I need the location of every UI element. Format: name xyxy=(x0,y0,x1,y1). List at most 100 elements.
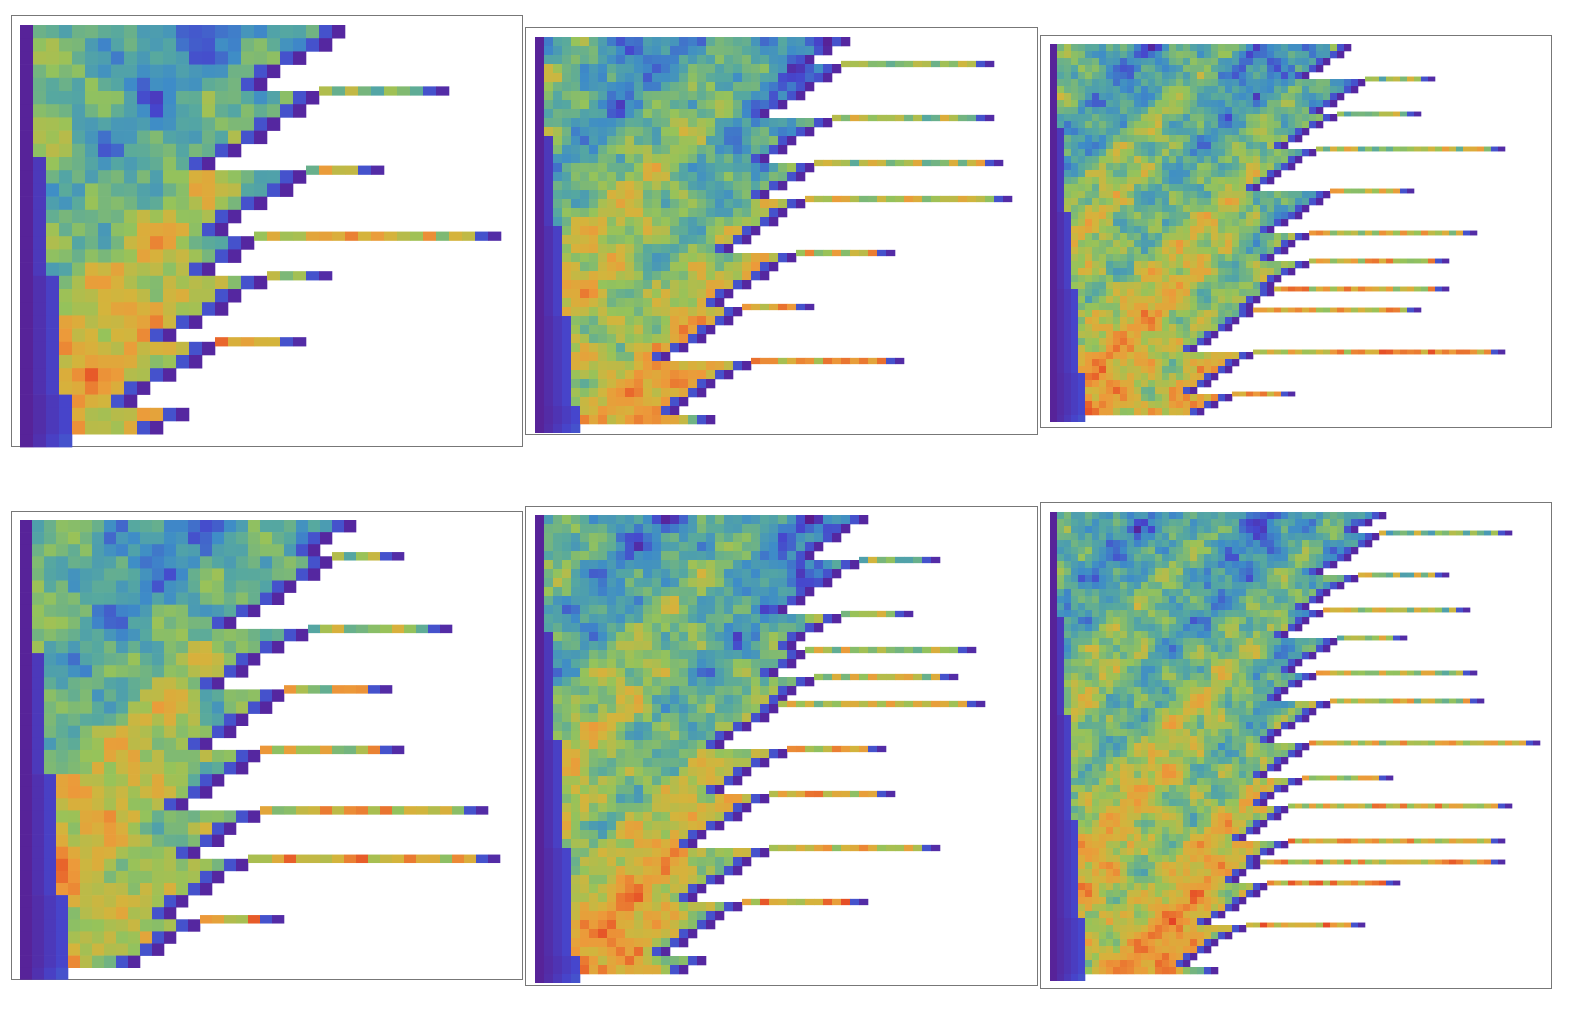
heatmap-cell xyxy=(1232,359,1240,367)
heatmap-cell xyxy=(1099,387,1107,395)
heatmap-cell xyxy=(697,55,707,65)
heatmap-cell xyxy=(254,104,268,118)
heatmap-cell xyxy=(697,217,707,227)
heatmap-cell xyxy=(706,55,716,65)
heatmap-cell xyxy=(1253,107,1261,115)
heatmap-cell xyxy=(1057,352,1065,360)
heatmap-tail xyxy=(760,303,770,311)
heatmap-cell xyxy=(1232,107,1240,115)
heatmap-cell xyxy=(562,109,572,119)
heatmap-cell xyxy=(1218,261,1226,269)
heatmap-cell xyxy=(98,289,112,303)
heatmap-cell xyxy=(1239,142,1247,150)
heatmap-cell xyxy=(697,388,707,398)
heatmap-cell xyxy=(598,163,608,173)
heatmap-tail xyxy=(296,685,309,694)
heatmap-cell xyxy=(46,196,60,211)
heatmap-cell xyxy=(580,82,590,92)
heatmap-cell xyxy=(111,183,125,197)
heatmap-cell xyxy=(163,38,177,52)
heatmap-cell xyxy=(1183,310,1191,318)
heatmap-cell xyxy=(1183,394,1191,402)
heatmap-cell xyxy=(56,858,69,872)
heatmap-cell xyxy=(1078,93,1086,101)
heatmap-cell xyxy=(634,181,644,191)
heatmap-cell xyxy=(670,217,680,227)
heatmap-cell xyxy=(607,605,617,615)
heatmap-cell xyxy=(643,307,653,317)
heatmap-cell xyxy=(724,37,734,47)
heatmap-cell xyxy=(44,810,57,823)
heatmap-cell xyxy=(150,91,164,105)
heatmap-cell xyxy=(1120,296,1128,304)
heatmap-cell xyxy=(1169,100,1177,108)
heatmap-cell xyxy=(1176,163,1184,171)
heatmap-cell xyxy=(1169,191,1177,199)
heatmap-cell xyxy=(706,533,716,543)
heatmap-cell xyxy=(20,183,34,197)
heatmap-cell xyxy=(661,515,671,525)
heatmap-cell xyxy=(164,907,177,920)
heatmap-cell xyxy=(1148,121,1156,129)
heatmap-cell xyxy=(1337,51,1345,59)
heatmap-cell xyxy=(1183,149,1191,157)
heatmap-cell xyxy=(85,38,99,52)
heatmap-cell xyxy=(224,713,237,726)
heatmap-cell xyxy=(1155,177,1163,185)
heatmap-cell xyxy=(751,172,761,182)
heatmap-tail xyxy=(488,854,501,864)
heatmap-cell xyxy=(98,209,112,224)
heatmap-cell xyxy=(796,64,806,74)
heatmap-cell xyxy=(1064,156,1072,164)
heatmap-cell xyxy=(598,605,608,615)
heatmap-cell xyxy=(589,379,599,389)
heatmap-cell xyxy=(1078,149,1086,157)
heatmap-tail xyxy=(464,854,477,864)
heatmap-cell xyxy=(1197,352,1205,360)
heatmap-cell xyxy=(589,569,599,579)
heatmap-cell xyxy=(1197,184,1205,192)
heatmap-cell xyxy=(1064,415,1072,422)
heatmap-cell xyxy=(254,51,268,65)
heatmap-cell xyxy=(128,943,141,956)
heatmap-cell xyxy=(724,82,734,92)
heatmap-cell xyxy=(571,415,581,425)
heatmap-cell xyxy=(200,883,213,896)
heatmap-cell xyxy=(92,544,105,557)
heatmap-tail xyxy=(1302,307,1310,313)
heatmap-cell xyxy=(589,253,599,263)
heatmap-cell xyxy=(1050,289,1058,297)
heatmap-cell xyxy=(1120,317,1128,325)
heatmap-cell xyxy=(1274,198,1282,206)
heatmap-cell xyxy=(1057,373,1065,381)
heatmap-tail xyxy=(344,745,357,755)
heatmap-cell xyxy=(1099,408,1107,416)
heatmap-cell xyxy=(164,544,177,557)
heatmap-cell xyxy=(1092,114,1100,122)
heatmap-cell xyxy=(20,725,33,739)
heatmap-tail xyxy=(841,114,851,122)
heatmap-cell xyxy=(1113,240,1121,248)
heatmap-cell xyxy=(1176,282,1184,290)
heatmap-cell xyxy=(733,307,743,317)
heatmap-cell xyxy=(742,280,752,290)
heatmap-cell xyxy=(1183,331,1191,339)
heatmap-cell xyxy=(46,381,60,395)
heatmap-tail xyxy=(769,357,779,365)
heatmap-cell xyxy=(248,592,261,605)
heatmap-cell xyxy=(1260,121,1268,129)
heatmap-cell xyxy=(697,73,707,83)
heatmap-cell xyxy=(137,421,151,435)
heatmap-cell xyxy=(1162,184,1170,192)
heatmap-cell xyxy=(1169,184,1177,192)
heatmap-cell xyxy=(1057,254,1065,262)
heatmap-cell xyxy=(553,316,563,326)
heatmap-cell xyxy=(679,235,689,245)
heatmap-cell xyxy=(1169,366,1177,374)
heatmap-cell xyxy=(1239,205,1247,213)
heatmap-cell xyxy=(1190,352,1198,360)
heatmap-cell xyxy=(188,641,201,654)
heatmap-cell xyxy=(832,560,842,570)
heatmap-tail xyxy=(958,195,968,203)
heatmap-cell xyxy=(1134,121,1142,129)
